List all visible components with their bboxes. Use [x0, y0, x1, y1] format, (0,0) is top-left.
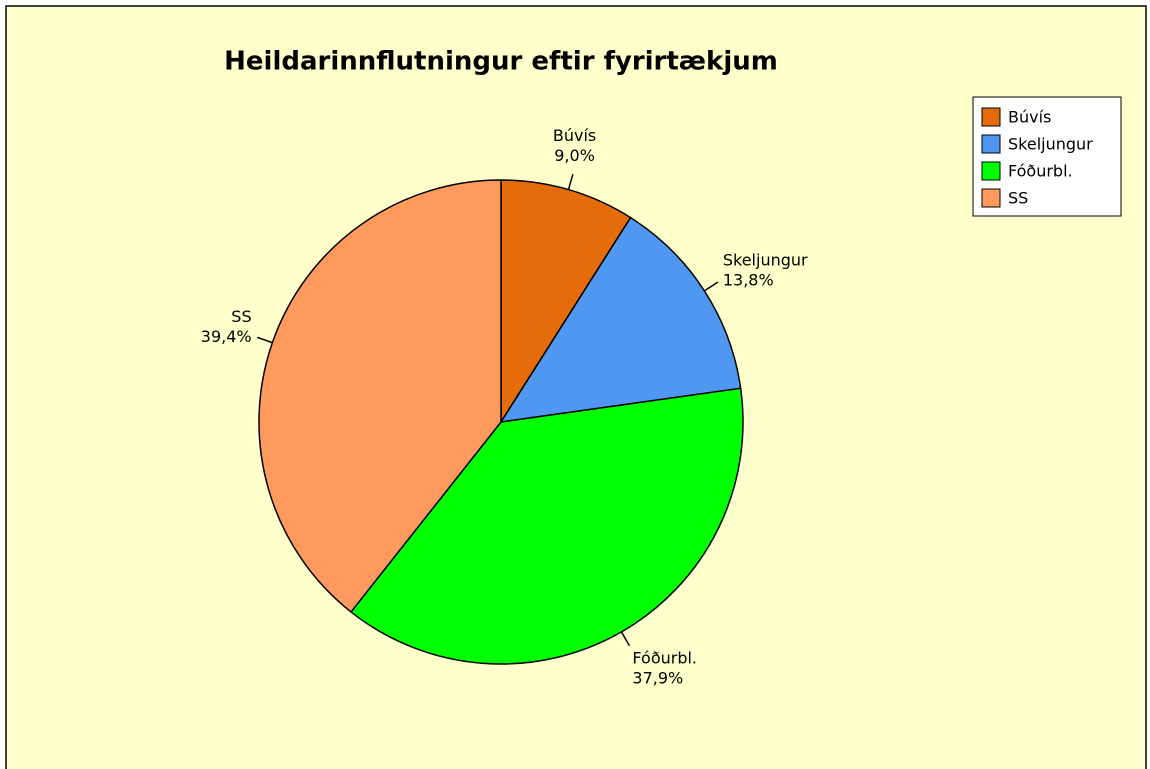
slice-value-label: 39,4%: [201, 327, 252, 346]
legend-label: Búvís: [1008, 108, 1051, 127]
pie-slice: [499, 216, 742, 423]
legend-swatch: [981, 188, 1001, 208]
pie-slice: [500, 179, 632, 425]
slice-value-label: 9,0%: [554, 146, 595, 165]
slice-label: Skeljungur: [723, 250, 808, 269]
pie-slice: [258, 179, 502, 613]
slice-label: Búvís: [553, 126, 596, 145]
slice-value-label: 37,9%: [632, 668, 683, 687]
legend-swatch: [981, 107, 1001, 127]
legend-label: Skeljungur: [1008, 135, 1093, 154]
leader-line: [567, 174, 574, 190]
leader-line: [620, 631, 631, 647]
legend-swatch: [981, 134, 1001, 154]
legend-label: SS: [1008, 189, 1028, 208]
leader-line: [257, 336, 273, 344]
legend-label: Fóðurbl.: [1008, 162, 1073, 181]
pie-slice: [349, 387, 744, 665]
slice-value-label: 13,8%: [723, 270, 774, 289]
leader-line: [703, 281, 719, 292]
legend-swatch: [981, 161, 1001, 181]
slice-label: Fóðurbl.: [632, 648, 697, 667]
chart-title: Heildarinnflutningur eftir fyrirtækjum: [224, 47, 778, 77]
slice-label: SS: [231, 307, 251, 326]
